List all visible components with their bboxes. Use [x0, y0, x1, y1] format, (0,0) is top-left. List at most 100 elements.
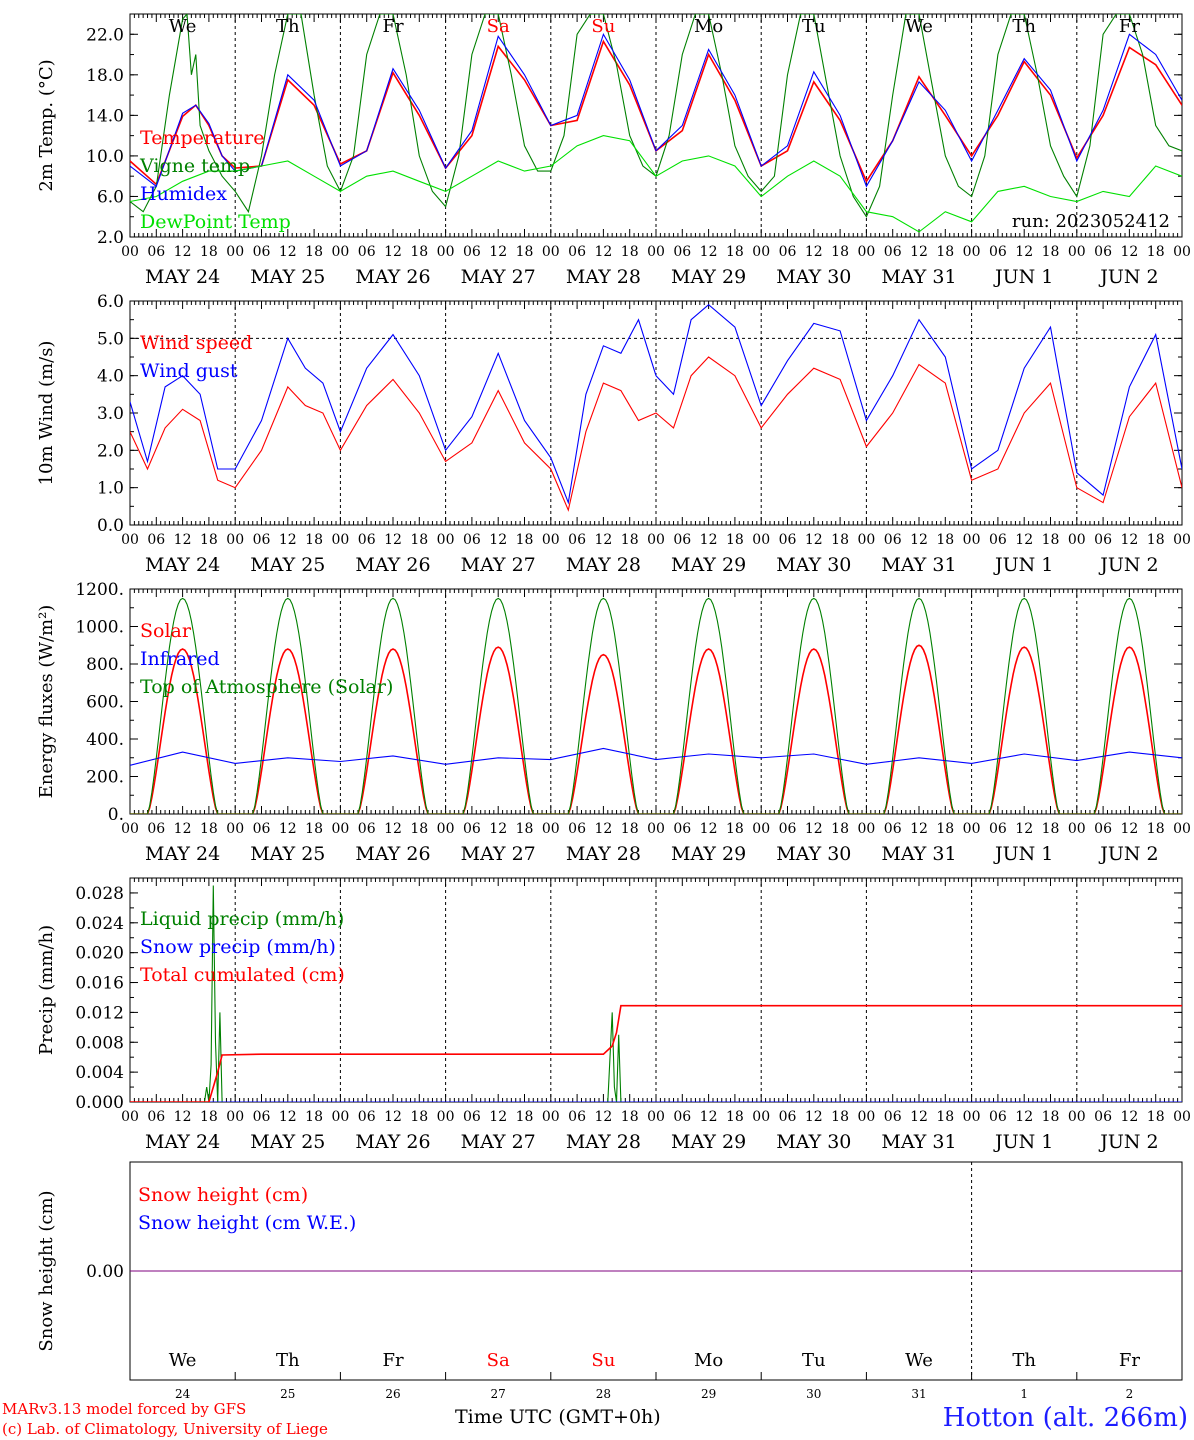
day-number-label: 31	[911, 1387, 926, 1401]
temperature-y-tick-label: 10.0	[86, 147, 124, 167]
energy-y-tick-label: 400.	[86, 730, 124, 750]
temperature-hour-tick-label: 18	[1042, 244, 1060, 260]
precip-hour-tick-label: 18	[621, 1109, 639, 1125]
energy-hour-tick-label: 06	[358, 821, 376, 837]
wind-y-tick-label: 5.0	[97, 329, 124, 349]
precip-hour-tick-label: 00	[752, 1109, 770, 1125]
energy-hour-tick-label: 00	[1173, 821, 1191, 837]
precip-hour-tick-label: 06	[1094, 1109, 1112, 1125]
energy-hour-tick-label: 00	[542, 821, 560, 837]
temperature-hour-tick-label: 18	[410, 244, 428, 260]
energy-hour-tick-label: 18	[1042, 821, 1060, 837]
temperature-date-label: MAY 24	[145, 266, 220, 288]
precip-hour-tick-label: 12	[1120, 1109, 1138, 1125]
energy-series-0	[130, 644, 1182, 814]
wind-date-label: JUN 1	[993, 554, 1053, 576]
wind-date-label: MAY 27	[461, 554, 536, 576]
precip-hour-tick-label: 12	[700, 1109, 718, 1125]
temperature-series-1	[130, 14, 1182, 218]
wind-hour-tick-label: 06	[147, 532, 165, 548]
energy-hour-tick-label: 12	[279, 821, 297, 837]
energy-date-label: MAY 29	[671, 843, 746, 865]
weekday-label-bottom: Th	[276, 1350, 300, 1371]
precip-date-label: MAY 27	[461, 1131, 536, 1153]
weekday-label-top: Fr	[1119, 16, 1140, 37]
precip-hour-tick-label: 12	[174, 1109, 192, 1125]
weekday-label-bottom: We	[905, 1350, 933, 1371]
temperature-date-label: MAY 28	[566, 266, 641, 288]
day-number-label: 24	[175, 1387, 191, 1401]
temperature-hour-tick-label: 18	[516, 244, 534, 260]
station-title: Hotton (alt. 266m)	[942, 1403, 1188, 1433]
precip-hour-tick-label: 06	[884, 1109, 902, 1125]
precip-hour-tick-label: 06	[147, 1109, 165, 1125]
energy-y-tick-label: 0.	[108, 805, 124, 825]
precip-date-label: JUN 1	[993, 1131, 1053, 1153]
wind-hour-tick-label: 18	[410, 532, 428, 548]
energy-y-tick-label: 200.	[86, 768, 124, 788]
wind-hour-tick-label: 06	[463, 532, 481, 548]
precip-hour-tick-label: 06	[358, 1109, 376, 1125]
wind-hour-tick-label: 06	[884, 532, 902, 548]
wind-hour-tick-label: 06	[253, 532, 271, 548]
precip-hour-tick-label: 12	[910, 1109, 928, 1125]
precip-date-label: JUN 2	[1098, 1131, 1158, 1153]
wind-date-label: MAY 25	[250, 554, 325, 576]
wind-date-label: JUN 2	[1098, 554, 1158, 576]
precip-y-tick-label: 0.028	[75, 884, 124, 904]
lab-credit: (c) Lab. of Climatology, University of L…	[2, 1420, 328, 1438]
wind-hour-tick-label: 18	[516, 532, 534, 548]
precip-hour-tick-label: 18	[200, 1109, 218, 1125]
precip-hour-tick-label: 06	[989, 1109, 1007, 1125]
wind-hour-tick-label: 12	[279, 532, 297, 548]
wind-hour-tick-label: 00	[963, 532, 981, 548]
snow-y-axis-label: Snow height (cm)	[36, 1190, 57, 1351]
energy-y-tick-label: 1200.	[75, 580, 124, 600]
energy-date-label: JUN 1	[993, 843, 1053, 865]
precip-hour-tick-label: 00	[963, 1109, 981, 1125]
wind-hour-tick-label: 00	[542, 532, 560, 548]
temperature-hour-tick-label: 18	[936, 244, 954, 260]
energy-date-label: MAY 24	[145, 843, 220, 865]
temperature-hour-tick-label: 00	[226, 244, 244, 260]
weekday-label-top: Mo	[694, 16, 723, 37]
weekday-label-bottom: Mo	[694, 1350, 723, 1371]
wind-hour-tick-label: 00	[437, 532, 455, 548]
energy-hour-tick-label: 06	[1094, 821, 1112, 837]
precip-y-axis-label: Precip (mm/h)	[36, 925, 57, 1055]
precip-hour-tick-label: 18	[516, 1109, 534, 1125]
energy-series-1	[130, 747, 1182, 766]
precip-hour-tick-label: 00	[1068, 1109, 1086, 1125]
wind-date-label: MAY 24	[145, 554, 220, 576]
energy-series-2	[130, 597, 1182, 814]
energy-hour-tick-label: 12	[910, 821, 928, 837]
precip-hour-tick-label: 06	[253, 1109, 271, 1125]
energy-hour-tick-label: 18	[726, 821, 744, 837]
precip-legend-1: Snow precip (mm/h)	[140, 936, 336, 958]
precip-hour-tick-label: 12	[384, 1109, 402, 1125]
energy-hour-tick-label: 00	[226, 821, 244, 837]
temperature-y-tick-label: 14.0	[86, 106, 124, 126]
energy-date-label: MAY 27	[461, 843, 536, 865]
wind-hour-tick-label: 06	[989, 532, 1007, 548]
precip-legend-2: Total cumulated (cm)	[140, 964, 345, 986]
temperature-hour-tick-label: 12	[279, 244, 297, 260]
wind-hour-tick-label: 12	[594, 532, 612, 548]
temperature-legend-0: Temperature	[140, 127, 264, 149]
day-number-label: 26	[385, 1387, 400, 1401]
wind-y-tick-label: 1.0	[97, 479, 124, 499]
day-number-label: 1	[1020, 1387, 1028, 1401]
temperature-hour-tick-label: 06	[779, 244, 797, 260]
temperature-hour-tick-label: 12	[1015, 244, 1033, 260]
temperature-hour-tick-label: 12	[384, 244, 402, 260]
precip-date-label: MAY 29	[671, 1131, 746, 1153]
temperature-frame	[129, 13, 1183, 238]
energy-hour-tick-label: 00	[963, 821, 981, 837]
temperature-hour-tick-label: 18	[831, 244, 849, 260]
temperature-hour-tick-label: 06	[568, 244, 586, 260]
precip-hour-tick-label: 06	[568, 1109, 586, 1125]
energy-y-tick-label: 1000.	[75, 618, 124, 638]
day-number-label: 30	[806, 1387, 821, 1401]
precip-hour-tick-label: 06	[673, 1109, 691, 1125]
temperature-hour-tick-label: 00	[121, 244, 139, 260]
